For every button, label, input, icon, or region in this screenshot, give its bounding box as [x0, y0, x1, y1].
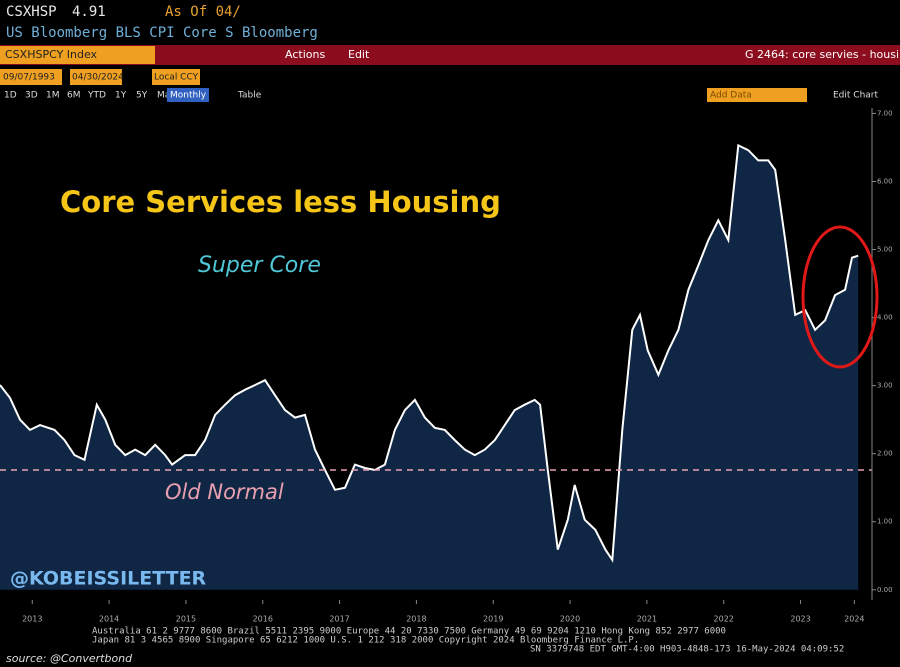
x-tick-label: 2024 — [844, 615, 864, 624]
toolbar — [0, 45, 900, 65]
range-button[interactable]: YTD — [87, 91, 106, 101]
x-tick-label: 2019 — [483, 615, 503, 624]
table-button[interactable]: Table — [237, 91, 262, 101]
end-box[interactable] — [70, 69, 122, 85]
x-tick-label: 2014 — [99, 615, 119, 624]
footer-line: Australia 61 2 9777 8600 Brazil 5511 239… — [92, 627, 726, 637]
range-button[interactable]: 3D — [25, 91, 38, 101]
chart-id: G 2464: core servies - housing — [745, 48, 900, 61]
description: US Bloomberg BLS CPI Core S Bloomberg — [6, 25, 318, 41]
y-tick-label: 4.00 — [877, 314, 893, 322]
period-box[interactable] — [167, 88, 209, 102]
last-price: 4.91 — [72, 4, 106, 20]
security-box[interactable] — [0, 46, 155, 64]
y-tick-label: 0.00 — [877, 586, 893, 594]
x-tick-label: 2015 — [176, 615, 196, 624]
as-of: As Of 04/ — [165, 4, 241, 20]
reference-label: Old Normal — [165, 480, 284, 504]
footer-line: SN 3379748 EDT GMT-4:00 H903-4848-173 16… — [530, 645, 844, 655]
y-tick-label: 2.00 — [877, 450, 893, 458]
area — [0, 145, 859, 590]
y-tick-label: 6.00 — [877, 177, 893, 185]
watermark: @KOBEISSILETTER — [10, 568, 207, 590]
range-button[interactable]: 5Y — [136, 91, 148, 101]
y-tick-label: 5.00 — [877, 246, 893, 254]
subtitle: Super Core — [198, 253, 321, 278]
x-tick-label: 2021 — [637, 615, 657, 624]
y-tick-label: 7.00 — [877, 109, 893, 117]
range-button[interactable]: 1M — [46, 91, 60, 101]
period: Monthly — [170, 91, 207, 101]
actions-menu[interactable]: Actions — [285, 48, 325, 61]
edit-menu[interactable]: Edit — [348, 48, 370, 61]
x-tick-label: 2018 — [406, 615, 426, 624]
source: source: @Convertbond — [6, 652, 133, 665]
add-data-box[interactable] — [707, 88, 807, 102]
currency-box[interactable] — [152, 69, 200, 85]
y-tick-label: 3.00 — [877, 382, 893, 390]
x-tick-label: 2016 — [253, 615, 273, 624]
x-tick-label: 2017 — [329, 615, 349, 624]
footer-line: Japan 81 3 4565 8900 Singapore 65 6212 1… — [92, 636, 639, 646]
currency: Local CCY — [154, 73, 199, 83]
add-data: Add Data — [710, 91, 752, 101]
range-button[interactable]: 6M — [67, 91, 81, 101]
x-tick-label: 2023 — [790, 615, 810, 624]
edit-chart[interactable]: Edit Chart — [833, 91, 878, 101]
x-tick-label: 2022 — [714, 615, 734, 624]
y-tick-label: 1.00 — [877, 518, 893, 526]
end-date: 04/30/2024 — [72, 73, 124, 83]
chart-title: Core Services less Housing — [60, 185, 501, 219]
start-date: 09/07/1993 — [3, 73, 55, 83]
range-button[interactable]: 1Y — [115, 91, 127, 101]
security: CSXHSPCY Index — [5, 48, 98, 61]
ticker: CSXHSP — [6, 4, 57, 20]
highlight-circle — [801, 225, 879, 369]
range-button[interactable]: Max — [157, 91, 176, 101]
x-tick-label: 2013 — [22, 615, 42, 624]
x-tick-label: 2020 — [560, 615, 580, 624]
start-box[interactable] — [0, 69, 62, 85]
line — [0, 143, 859, 563]
range-button[interactable]: 1D — [4, 91, 17, 101]
